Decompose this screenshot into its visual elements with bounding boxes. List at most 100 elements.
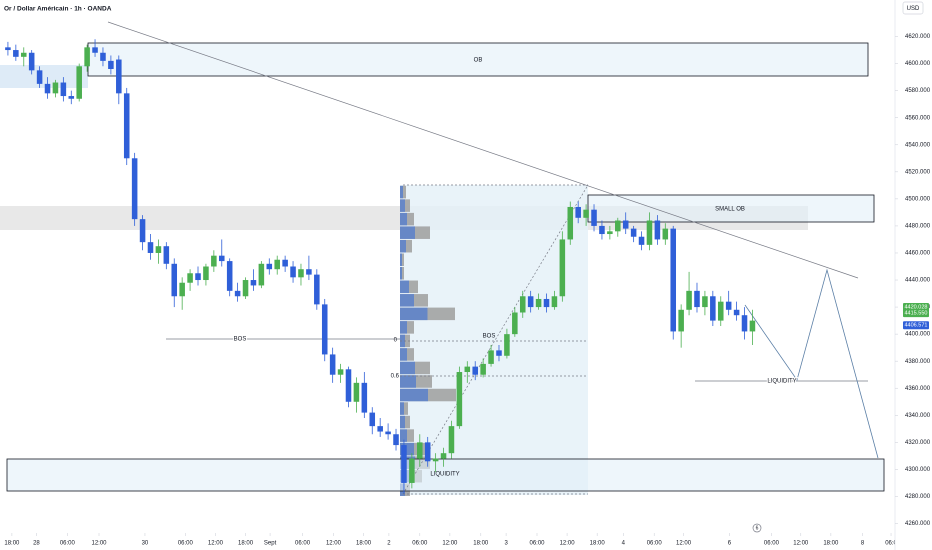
y-tick-label: 4480.000 xyxy=(905,223,931,229)
candle-body xyxy=(100,52,106,61)
profile-bar-highlight xyxy=(400,415,405,429)
candle-body xyxy=(551,296,558,308)
candle-body xyxy=(13,50,19,57)
profile-bar-highlight xyxy=(400,239,406,253)
candle-body xyxy=(306,269,312,275)
candle-body xyxy=(68,96,75,99)
candle-body xyxy=(314,274,320,305)
x-tick-label: 3 xyxy=(504,541,508,547)
candle-body xyxy=(274,259,280,270)
x-tick-label: 06:0 xyxy=(885,541,897,547)
y-tick-label: 4460.000 xyxy=(905,251,931,257)
candle-body xyxy=(250,280,257,286)
liquidity-box xyxy=(6,458,885,492)
x-tick-label: 06:00 xyxy=(529,541,545,547)
candle-body xyxy=(456,372,463,427)
fib-label: 0.6 xyxy=(391,374,400,380)
candle-body xyxy=(36,70,43,84)
zone-label: OB xyxy=(474,58,483,64)
profile-bar-highlight xyxy=(400,307,428,321)
candle-body xyxy=(670,228,677,332)
candle-body xyxy=(60,82,67,97)
candle-body xyxy=(591,209,597,226)
candle-body xyxy=(329,354,336,375)
candle-body xyxy=(179,282,185,297)
profile-bar-highlight xyxy=(400,185,403,199)
candle-body xyxy=(741,315,748,332)
profile-bar-highlight xyxy=(400,388,428,402)
candle-body xyxy=(409,458,415,483)
x-tick-label: 06:00 xyxy=(295,541,311,547)
profile-bar-highlight xyxy=(400,334,405,348)
profile-bar-highlight xyxy=(400,402,404,415)
y-tick-label: 4300.000 xyxy=(905,467,931,473)
candle-body xyxy=(290,266,296,278)
x-tick-label: 06:00 xyxy=(178,541,194,547)
candle-body xyxy=(638,236,645,245)
ob-zone-extension xyxy=(0,65,88,88)
x-tick-label: 18:00 xyxy=(4,541,20,547)
x-tick-label: 12:00 xyxy=(793,541,809,547)
x-tick-label: 4 xyxy=(622,541,626,547)
y-tick-label: 4520.000 xyxy=(905,169,931,175)
event-marker[interactable] xyxy=(752,523,762,533)
candle-body xyxy=(646,220,653,245)
y-tick-label: 4320.000 xyxy=(905,440,931,446)
y-tick-label: 4360.000 xyxy=(905,386,931,392)
candle-body xyxy=(123,93,130,159)
candle-body xyxy=(401,445,407,483)
candle-body xyxy=(187,273,193,283)
event-marker-label[interactable]: 6 xyxy=(756,525,759,531)
candle-body xyxy=(440,453,447,459)
y-tick-label: 4380.000 xyxy=(905,359,931,365)
candle-body xyxy=(575,206,581,218)
y-tick-label: 4340.000 xyxy=(905,413,931,419)
x-tick-label: 12:00 xyxy=(91,541,107,547)
candle-body xyxy=(527,296,534,308)
candle-body xyxy=(195,273,201,281)
profile-bar-highlight xyxy=(400,253,402,266)
currency-button[interactable] xyxy=(902,1,924,15)
candle-body xyxy=(393,434,399,446)
price-tag xyxy=(903,303,929,312)
zone-label: SMALL OB xyxy=(715,207,745,213)
candle-body xyxy=(218,255,225,262)
candle-body xyxy=(567,206,574,240)
profile-range xyxy=(400,185,588,495)
x-tick-label: 2 xyxy=(387,541,391,547)
liquidity-label: LIQUIDITY xyxy=(430,472,459,478)
candle-body xyxy=(353,382,360,402)
projection-path xyxy=(744,268,879,459)
x-tick-label: 12:00 xyxy=(442,541,458,547)
y-axis: 4260.000 4280.000 4300.000 4320.000 4340.000… xyxy=(895,34,931,527)
candle-body xyxy=(171,263,178,297)
candle-body xyxy=(702,296,708,308)
candle-body xyxy=(44,83,51,94)
candle-body xyxy=(464,366,471,373)
candle-body xyxy=(662,228,669,240)
candle-body xyxy=(282,259,288,267)
profile-bar-highlight xyxy=(400,226,415,239)
profile-bar-highlight xyxy=(400,361,415,375)
candle-body xyxy=(496,350,502,356)
candle-body xyxy=(472,366,478,375)
profile-bar-highlight xyxy=(400,348,407,361)
candle-body xyxy=(163,246,170,264)
candle-body xyxy=(337,369,344,375)
price-tag xyxy=(903,321,929,330)
candle-body xyxy=(108,60,114,69)
candle-body xyxy=(480,363,486,375)
candle-body xyxy=(92,47,98,53)
candle-body xyxy=(234,290,241,297)
profile-bar-highlight xyxy=(400,212,407,226)
candle-body xyxy=(298,269,304,278)
price-tag-label: 4415.550 xyxy=(905,311,928,317)
candles xyxy=(5,39,756,494)
candle-body xyxy=(749,320,756,332)
candle-body xyxy=(266,263,273,270)
candle-body xyxy=(559,239,566,297)
price-tag-label: 4420.028 xyxy=(905,304,928,310)
currency[interactable]: USD xyxy=(907,6,920,12)
trend-line xyxy=(107,21,859,279)
fib-label: 0 xyxy=(394,338,398,344)
